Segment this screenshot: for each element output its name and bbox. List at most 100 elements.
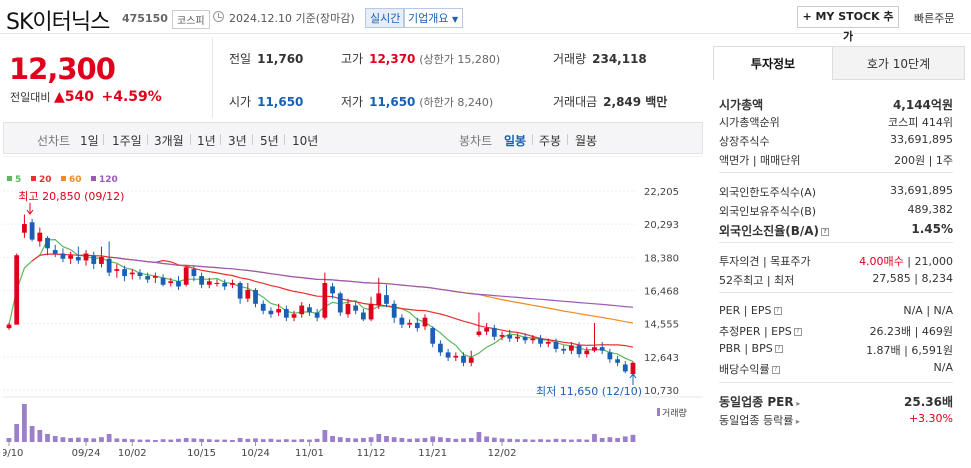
info-row: 외국인한도주식수(A) 33,691,895 xyxy=(719,184,953,202)
candle-body xyxy=(561,348,567,351)
volume-bar xyxy=(368,437,374,442)
legend-swatch xyxy=(31,176,36,181)
low-price: 저가 11,650 (하한가 8,240) xyxy=(341,93,493,110)
candle-daily[interactable]: 일봉 xyxy=(504,134,527,148)
volume-bar xyxy=(168,439,174,442)
volume-bar xyxy=(330,436,335,442)
info-row-label: 동일업종 PER ▸ xyxy=(719,395,801,409)
period-5y[interactable]: 5년 xyxy=(260,134,279,148)
tab-orderbook[interactable]: 호가 10단계 xyxy=(832,46,965,80)
volume-bar xyxy=(176,438,181,442)
add-mystock-button[interactable]: + MY STOCK 추가 xyxy=(797,6,899,43)
candle-body xyxy=(414,322,420,329)
realtime-button[interactable]: 실시간 xyxy=(365,8,406,28)
candle-body xyxy=(384,295,389,304)
volume-bar xyxy=(484,436,490,442)
info-row-label: 상장주식수 xyxy=(719,135,770,148)
tab-invest-info[interactable]: 투자정보 xyxy=(713,46,833,80)
candle-body xyxy=(152,276,158,278)
period-3m[interactable]: 3개월 xyxy=(154,134,184,148)
legend-swatch xyxy=(7,176,12,181)
candle-body xyxy=(268,310,274,315)
prev-close-value: 11,760 xyxy=(257,52,304,66)
legend-label: 20 xyxy=(39,175,52,185)
chevron-right-icon[interactable]: ▸ xyxy=(793,417,800,426)
period-1y[interactable]: 1년 xyxy=(197,134,216,148)
candle-body xyxy=(515,336,520,339)
chevron-right-icon[interactable]: ▸ xyxy=(793,399,801,408)
candle-weekly[interactable]: 주봉 xyxy=(539,134,562,148)
period-1w[interactable]: 1주일 xyxy=(112,134,142,148)
candle-body xyxy=(468,357,474,363)
candle-body xyxy=(407,322,412,325)
info-row-value-text: 33,691,895 xyxy=(890,133,953,146)
y-tick-label: 10,730 xyxy=(644,386,679,397)
divider xyxy=(252,134,253,145)
volume-bar xyxy=(75,437,81,442)
low-label: 저가 xyxy=(341,95,364,109)
candle-body xyxy=(60,253,66,259)
period-1d[interactable]: 1일 xyxy=(80,134,99,148)
x-tick-label: 12/02 xyxy=(488,448,517,459)
candle-body xyxy=(476,331,482,336)
candle-body xyxy=(430,328,436,344)
help-icon[interactable]: ? xyxy=(821,227,830,236)
volume-bar xyxy=(83,438,89,442)
legend-swatch xyxy=(61,176,66,181)
help-icon[interactable]: ? xyxy=(774,345,783,353)
volume-bar xyxy=(630,434,636,442)
volume-bar xyxy=(530,439,536,442)
volume-bar xyxy=(152,440,158,442)
candle-body xyxy=(391,303,397,318)
period-10y[interactable]: 10년 xyxy=(292,134,319,148)
candle-body xyxy=(237,282,243,299)
price-panel: 12,300 전일대비 ▲540 +4.59% xyxy=(0,38,210,118)
volume-bar xyxy=(561,439,567,442)
candle-body xyxy=(122,269,127,277)
y-tick-label: 16,468 xyxy=(644,287,679,298)
volume-bar xyxy=(499,438,505,442)
candle-body xyxy=(129,272,135,275)
price-chart[interactable]: 22,205 20,293 18,380 16,468 14,555 12,643 10,7… xyxy=(0,155,703,465)
divider xyxy=(719,242,953,243)
volume-bar xyxy=(37,430,43,442)
market-badge: 코스피 xyxy=(172,10,210,29)
volume-bar xyxy=(592,434,597,442)
x-tick-label: 11/21 xyxy=(418,448,447,459)
candle-body xyxy=(22,224,27,233)
volume-bar xyxy=(399,438,405,442)
volume-bar xyxy=(160,439,166,442)
info-row-value: 25.36배 xyxy=(904,393,953,410)
help-icon[interactable]: ? xyxy=(793,328,802,336)
info-row-label: 시가총액순위 xyxy=(719,116,780,129)
corp-info-dropdown[interactable]: 기업개요 ▼ xyxy=(403,8,464,28)
help-icon[interactable]: ? xyxy=(771,366,780,374)
volume-bar xyxy=(507,438,513,442)
open-label: 시가 xyxy=(229,95,252,109)
candle-body xyxy=(253,289,258,304)
info-row: 동일업종 PER ▸ 25.36배 xyxy=(719,393,953,411)
help-icon[interactable]: ? xyxy=(773,307,782,315)
change-row: 전일대비 ▲540 +4.59% xyxy=(10,89,162,105)
candle-body xyxy=(438,343,443,353)
clock-icon xyxy=(213,11,224,22)
volume-bar xyxy=(391,437,397,442)
candle-body xyxy=(160,277,166,285)
candle-body xyxy=(145,276,151,280)
period-3y[interactable]: 3년 xyxy=(228,134,247,148)
info-row-value: +3.30% xyxy=(909,412,953,425)
candle-body xyxy=(337,293,343,313)
info-row-label: 투자의견 | 목표주가 xyxy=(719,255,811,268)
chart-toolbar: 선차트 1일 1주일 3개월 1년 3년 5년 10년 봉차트 일봉 주봉 월봉 xyxy=(3,122,703,154)
quick-order-button[interactable]: 빠른주문 xyxy=(914,12,955,25)
candle-body xyxy=(353,305,359,311)
x-tick-label: 10/15 xyxy=(187,448,216,459)
volume-bar xyxy=(276,439,282,442)
volume-bar xyxy=(476,432,482,442)
candle-body xyxy=(183,267,189,285)
candle-monthly[interactable]: 월봉 xyxy=(575,134,598,148)
volume-value: 234,118 xyxy=(592,52,647,66)
info-row-label: 외국인보유주식수(B) xyxy=(719,205,817,218)
info-row-value-text: 1.87배 | 6,591원 xyxy=(866,344,953,357)
volume-bar xyxy=(22,404,27,442)
